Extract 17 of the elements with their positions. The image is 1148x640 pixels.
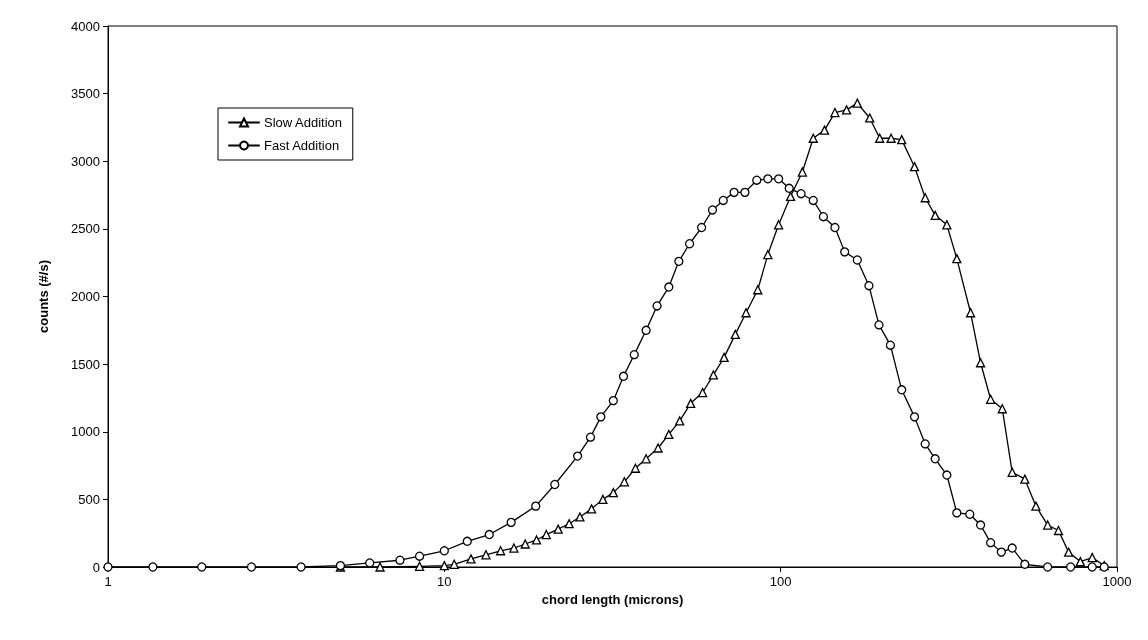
y-axis-title: counts (#/s) (36, 260, 51, 333)
y-tick-label: 3000 (71, 153, 100, 169)
x-tick-label: 10 (437, 574, 452, 589)
y-tick-label: 1500 (71, 356, 100, 372)
legend-label: Fast Addition (264, 138, 340, 153)
y-tick-label: 1000 (71, 424, 100, 440)
x-tick-label: 1000 (1102, 574, 1132, 589)
x-tick-label: 1 (104, 574, 112, 589)
x-axis-title: chord length (microns) (541, 591, 684, 607)
y-tick-label: 4000 (71, 18, 100, 34)
y-tick-label: 2000 (71, 289, 100, 304)
y-tick-label: 3500 (71, 86, 100, 102)
legend-label: Slow Addition (264, 115, 343, 130)
y-tick-label: 500 (78, 491, 100, 507)
x-tick-label: 100 (769, 574, 792, 589)
y-tick-label: 2500 (71, 221, 100, 237)
y-tick-label: 0 (92, 559, 100, 575)
